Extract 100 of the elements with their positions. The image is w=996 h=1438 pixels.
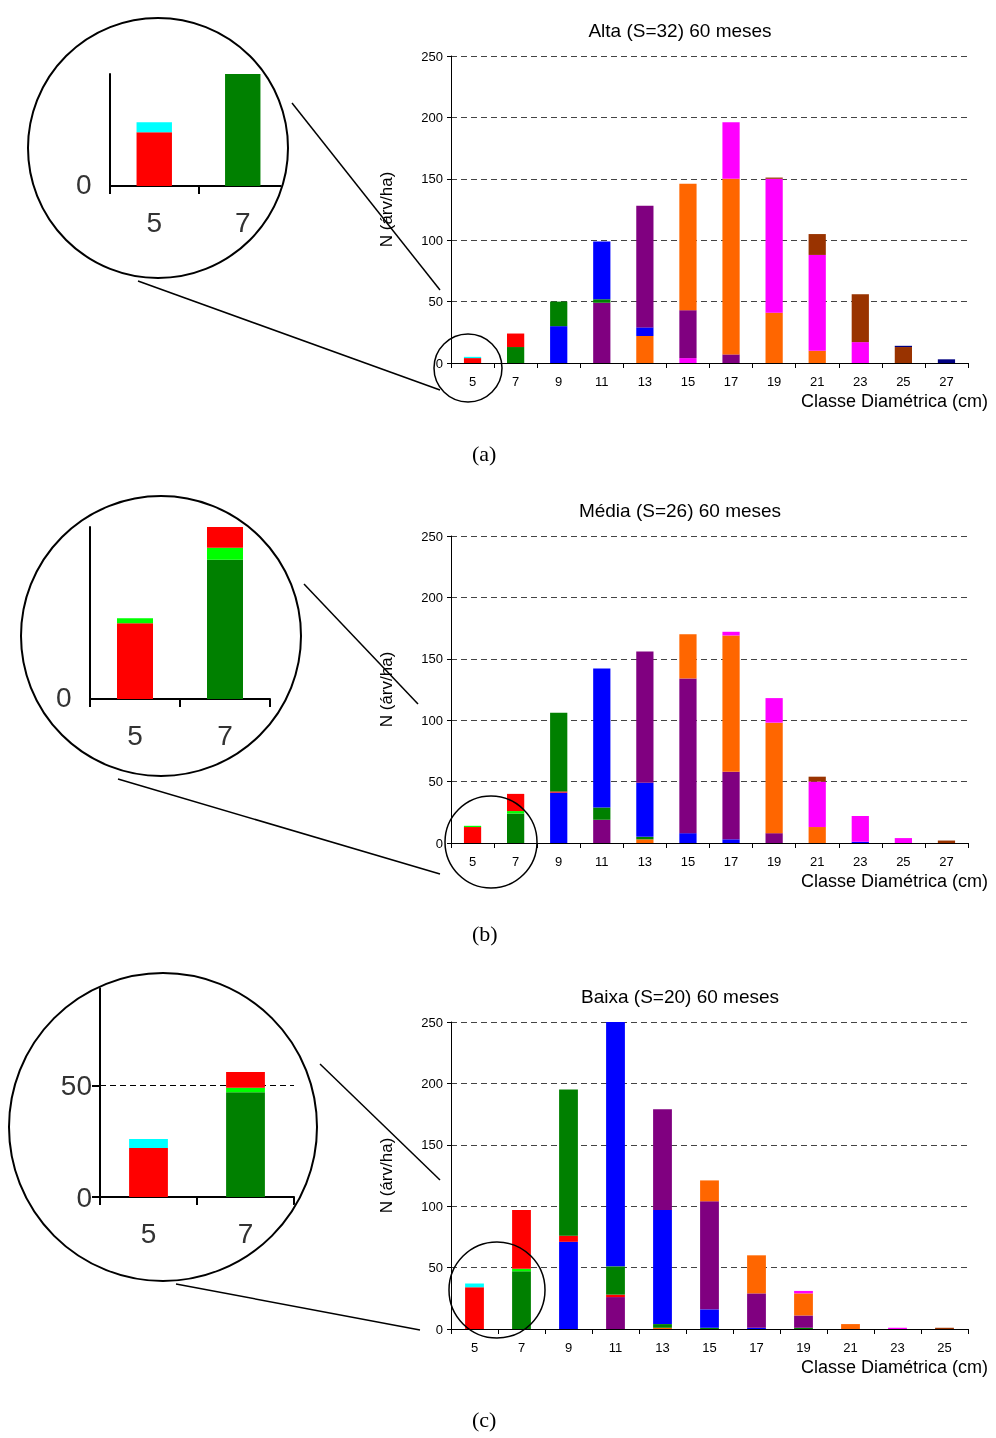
x-tick-label: 5 <box>468 854 477 869</box>
bar <box>129 1139 168 1148</box>
x-tick-label: 7 <box>237 1217 254 1249</box>
y-axis-title: N (árv/ha) <box>377 1137 396 1214</box>
x-tick-label: 13 <box>655 1340 670 1355</box>
bar <box>636 327 654 336</box>
bar <box>765 178 783 313</box>
x-axis-title: Classe Diamétrica (cm) <box>800 391 989 411</box>
x-tick-label: 5 <box>127 719 143 751</box>
text: (c) <box>472 1406 497 1432</box>
y-axis-title: N (árv/ha) <box>377 171 396 248</box>
chart-title: Baixa (S=20) 60 meses <box>580 986 780 1007</box>
y-tick-label: 200 <box>421 589 443 605</box>
y-tick-label: 250 <box>421 48 443 64</box>
x-tick-label: 5 <box>470 1340 479 1355</box>
x-tick-label: 21 <box>843 1340 858 1355</box>
chart-title: Alta (S=32) 60 meses <box>588 20 772 41</box>
x-tick-label: 5 <box>468 374 477 389</box>
x-tick-label: 23 <box>890 1340 905 1355</box>
bar <box>512 1271 531 1329</box>
bar <box>636 335 654 363</box>
x-tick-label: 27 <box>939 854 954 869</box>
y-tick-label: 50 <box>428 294 443 310</box>
y-tick-label: 0 <box>435 1321 443 1337</box>
bar <box>593 302 611 363</box>
y-tick-label: 150 <box>421 1137 443 1153</box>
y-tick-label: 50 <box>428 1260 443 1276</box>
bar <box>722 354 740 363</box>
x-axis-title: Classe Diamétrica (cm) <box>800 871 989 891</box>
y-axis-title: N (árv/ha) <box>377 651 396 728</box>
bar <box>765 312 783 363</box>
x-tick-label: 25 <box>896 374 911 389</box>
bar <box>226 1092 265 1197</box>
text: 0 <box>56 681 72 713</box>
y-tick-label: 150 <box>421 171 443 187</box>
bar <box>226 1072 265 1088</box>
x-tick-label: 11 <box>595 374 609 389</box>
bar <box>722 839 740 843</box>
x-tick-label: 9 <box>555 854 563 869</box>
x-tick-label: 9 <box>564 1340 573 1355</box>
x-tick-label: 7 <box>512 854 520 869</box>
x-tick-label: 13 <box>637 854 653 869</box>
bar <box>593 807 611 820</box>
x-tick-label: 9 <box>555 374 563 389</box>
bar <box>207 559 243 699</box>
x-axis-title: Classe Diamétrica (cm) <box>800 1357 989 1377</box>
x-tick-label: 7 <box>217 719 233 751</box>
bar <box>808 350 826 363</box>
bar <box>593 299 611 303</box>
x-tick-label: 25 <box>937 1340 952 1355</box>
bar <box>463 358 482 363</box>
x-tick-label: 15 <box>680 854 696 869</box>
bar <box>808 776 826 782</box>
bar <box>507 333 525 348</box>
x-tick-label: 23 <box>853 854 868 869</box>
bar <box>679 634 697 679</box>
x-tick-label: 19 <box>796 1340 811 1355</box>
bar <box>593 241 611 300</box>
bar <box>550 792 568 843</box>
x-tick-label: 17 <box>723 374 739 389</box>
y-tick-label: 100 <box>421 232 443 248</box>
x-tick-label: 11 <box>608 1340 623 1355</box>
bar <box>207 547 243 560</box>
y-tick-label: 0 <box>435 835 443 851</box>
y-tick-label: 100 <box>421 1198 443 1214</box>
bar <box>550 301 568 327</box>
bar <box>679 310 697 359</box>
x-tick-label: 21 <box>809 854 825 869</box>
bar <box>722 635 740 772</box>
x-tick-label: 17 <box>749 1340 764 1355</box>
bar <box>559 1235 578 1242</box>
bar <box>226 1087 265 1093</box>
y-tick-label: 0 <box>435 355 443 371</box>
x-tick-label: 5 <box>146 206 163 238</box>
bar <box>507 811 525 814</box>
x-tick-label: 5 <box>140 1217 157 1249</box>
chart-title: Média (S=26) 60 meses <box>578 500 782 521</box>
x-tick-label: 7 <box>512 374 520 389</box>
x-tick-label: 23 <box>853 374 868 389</box>
x-tick-label: 7 <box>234 206 251 238</box>
bar <box>117 618 153 624</box>
x-tick-label: 7 <box>517 1340 526 1355</box>
bar <box>463 827 482 843</box>
bar <box>808 234 826 255</box>
y-tick-label: 250 <box>421 528 443 544</box>
x-tick-label: 21 <box>809 374 825 389</box>
bar <box>207 527 243 548</box>
bar <box>679 833 697 843</box>
x-tick-label: 13 <box>637 374 653 389</box>
x-tick-label: 19 <box>766 374 782 389</box>
y-tick-label: 50 <box>428 774 443 790</box>
y-tick-label: 200 <box>421 109 443 125</box>
y-tick-label: 100 <box>421 712 443 728</box>
bar <box>937 359 956 363</box>
y-tick-label: 200 <box>421 1075 443 1091</box>
bar <box>606 1022 625 1267</box>
bar <box>550 326 568 363</box>
text: (b) <box>472 920 498 946</box>
y-tick-label: 250 <box>421 1014 443 1030</box>
x-tick-label: 15 <box>680 374 696 389</box>
